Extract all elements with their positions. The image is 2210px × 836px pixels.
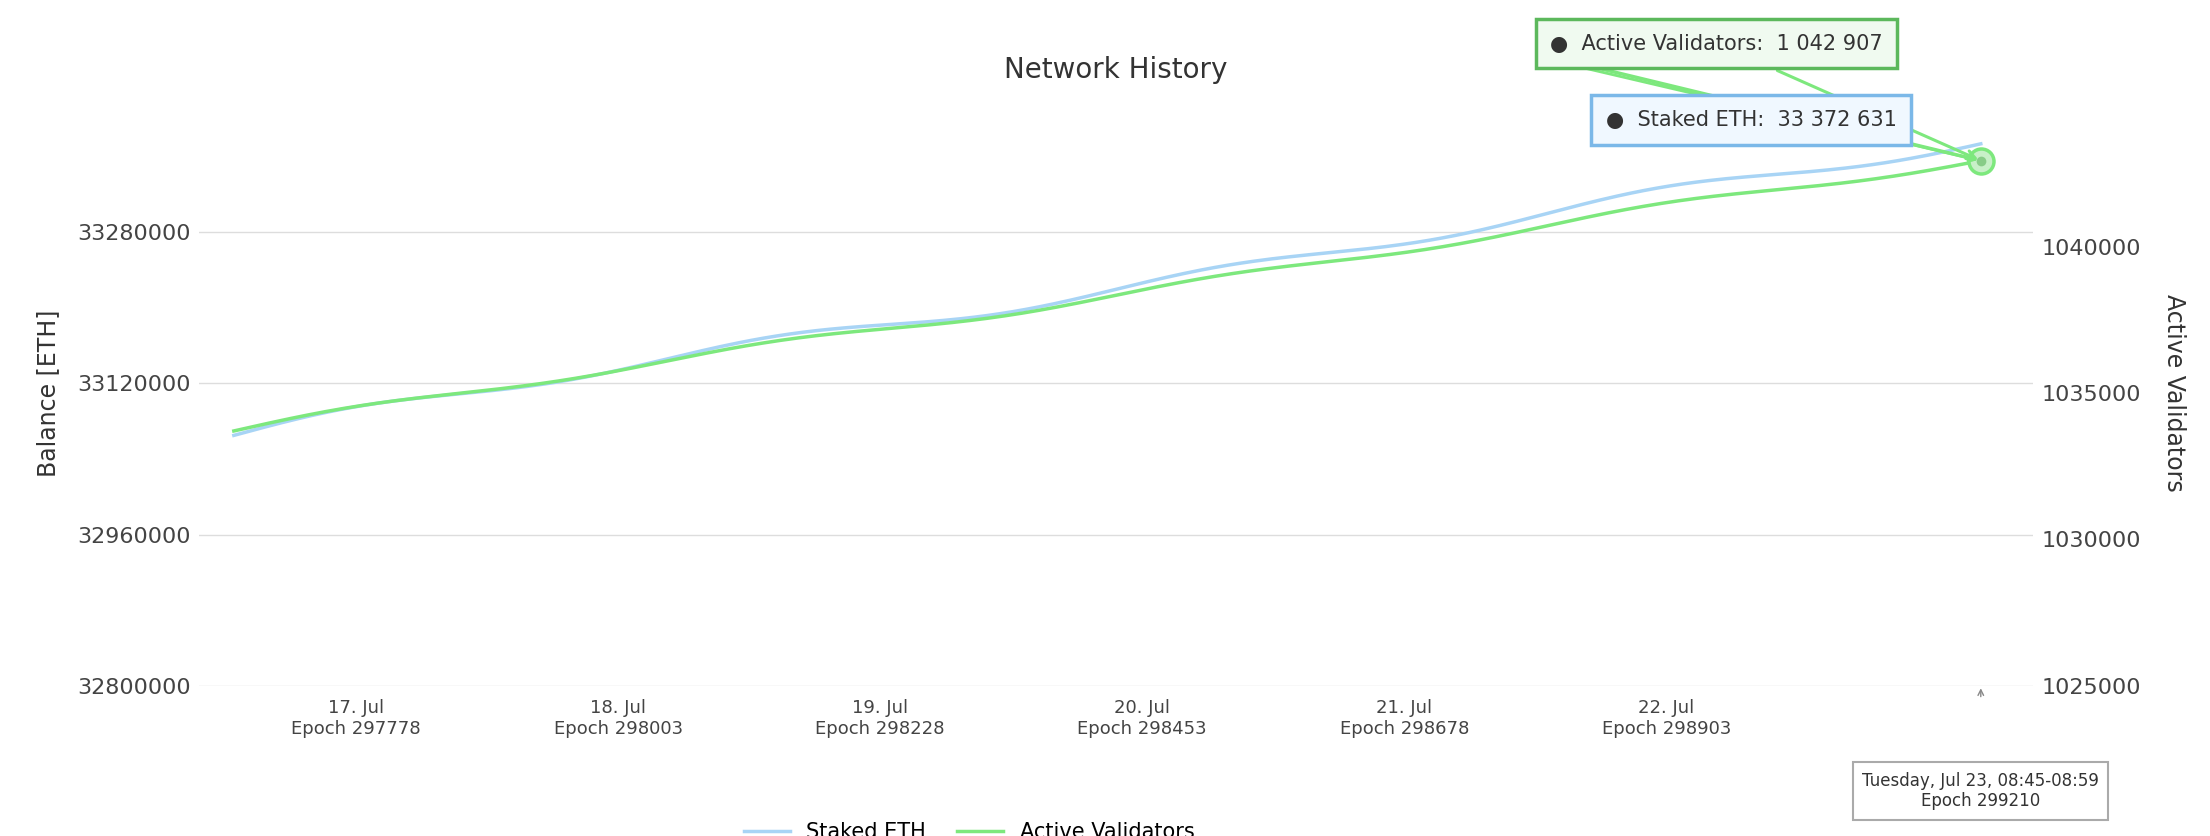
Text: Tuesday, Jul 23, 08:45-08:59
Epoch 299210: Tuesday, Jul 23, 08:45-08:59 Epoch 29921…: [1863, 772, 2100, 810]
Text: ●  Active Validators:  1 042 907: ● Active Validators: 1 042 907: [1549, 33, 1976, 159]
Text: ●  Staked ETH:  33 372 631: ● Staked ETH: 33 372 631: [1607, 110, 1896, 130]
Y-axis label: Active Validators: Active Validators: [2161, 294, 2186, 492]
Title: Network History: Network History: [1003, 56, 1229, 84]
Y-axis label: Balance [ETH]: Balance [ETH]: [35, 309, 60, 477]
Legend: Staked ETH, Active Validators: Staked ETH, Active Validators: [736, 814, 1202, 836]
